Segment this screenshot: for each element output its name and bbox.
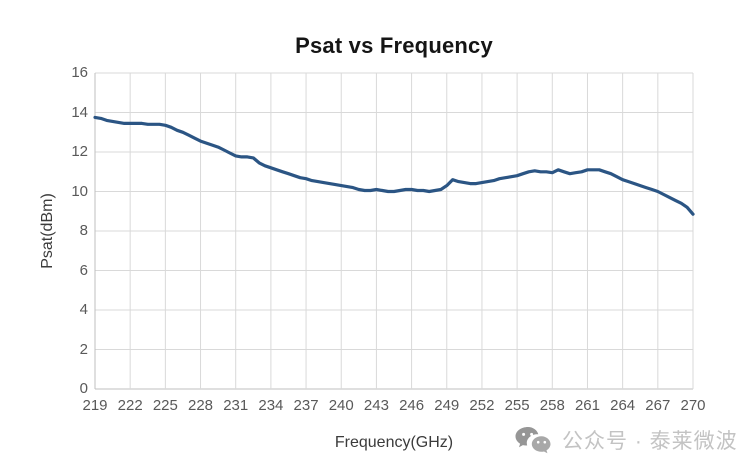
x-tick-label: 255 [504,397,530,414]
y-tick-label: 2 [79,340,88,358]
x-tick-label: 258 [539,397,565,414]
x-tick-label: 231 [223,397,249,414]
x-tick-label: 264 [610,397,636,414]
y-tick-label: 12 [71,143,88,160]
x-tick-label: 222 [117,397,143,414]
y-tick-label: 10 [71,182,88,200]
x-tick-label: 261 [574,397,600,414]
chart-title: Psat vs Frequency [295,33,493,58]
x-tick-label: 243 [363,397,389,414]
wechat-icon [515,427,551,454]
x-tick-label: 249 [434,397,460,414]
x-tick-label: 246 [399,397,425,414]
y-tick-label: 8 [79,222,88,239]
x-tick-label: 225 [152,397,178,414]
x-tick-label: 270 [680,397,706,414]
x-tick-label: 237 [293,397,319,414]
x-tick-label: 267 [645,397,671,414]
x-tick-label: 234 [258,397,284,414]
y-tick-label: 6 [79,261,88,279]
x-tick-label: 228 [188,397,214,414]
y-axis-title: Psat(dBm) [39,193,56,269]
watermark: 公众号 · 泰莱微波 [514,425,738,455]
y-tick-label: 14 [71,103,88,121]
watermark-text: 公众号 · 泰莱微波 [562,430,738,453]
psat-line [93,115,695,216]
x-tick-label: 219 [82,397,108,414]
x-tick-label: 252 [469,397,495,414]
y-tick-label: 4 [79,301,88,318]
x-axis-title: Frequency(GHz) [334,434,454,451]
x-tick-label: 240 [328,397,354,414]
y-tick-label: 0 [79,380,88,397]
gridlines [94,72,694,390]
y-tick-label: 16 [71,64,88,81]
